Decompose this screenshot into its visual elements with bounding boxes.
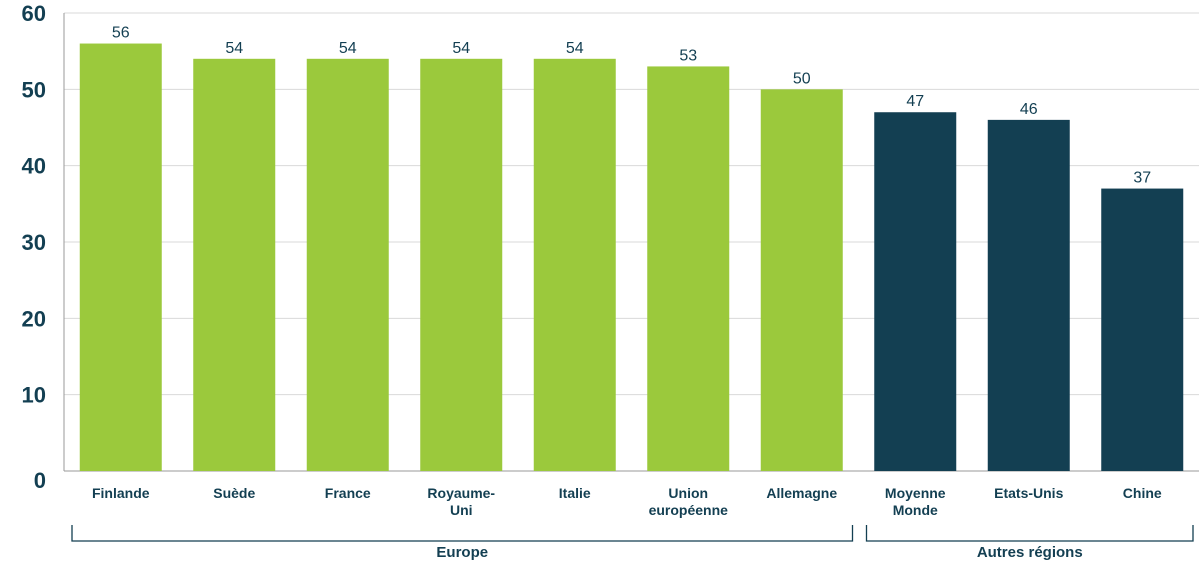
x-tick-label: France bbox=[325, 485, 371, 501]
group-bracket bbox=[71, 525, 854, 542]
data-label: 54 bbox=[225, 40, 243, 57]
group-bracket bbox=[865, 525, 1194, 542]
y-tick-label: 0 bbox=[34, 468, 46, 493]
bar bbox=[420, 58, 503, 472]
data-label: 54 bbox=[566, 40, 584, 57]
y-tick-label: 10 bbox=[22, 383, 46, 408]
y-tick-label: 40 bbox=[22, 154, 46, 179]
data-label: 46 bbox=[1020, 101, 1038, 118]
group-label: Autres régions bbox=[977, 544, 1083, 561]
x-tick-label: Italie bbox=[559, 485, 591, 501]
group-label: Europe bbox=[436, 544, 488, 561]
x-tick-label: Suède bbox=[213, 485, 255, 501]
data-label: 47 bbox=[906, 93, 924, 110]
data-label: 37 bbox=[1133, 170, 1151, 187]
x-axis: Finlande Suède France Royaume-Uni Italie Unio… bbox=[92, 485, 1162, 518]
bar bbox=[987, 119, 1070, 471]
x-tick-label: Finlande bbox=[92, 485, 150, 501]
data-labels: 56 54 54 54 54 53 50 47 46 37 bbox=[112, 25, 1151, 187]
bar bbox=[1101, 188, 1184, 472]
y-tick-label: 30 bbox=[22, 230, 46, 255]
bar bbox=[306, 58, 389, 472]
x-tick-label: Etats-Unis bbox=[994, 485, 1063, 501]
x-tick-label: Allemagne bbox=[766, 485, 837, 501]
y-axis: 0 10 20 30 40 50 60 bbox=[22, 1, 1199, 493]
y-tick-label: 50 bbox=[22, 77, 46, 102]
bar bbox=[533, 58, 616, 472]
data-label: 54 bbox=[452, 40, 470, 57]
bar bbox=[647, 66, 730, 471]
data-label: 50 bbox=[793, 70, 811, 87]
bars bbox=[79, 43, 1184, 472]
x-tick-label: Royaume-Uni bbox=[427, 485, 495, 518]
data-label: 56 bbox=[112, 25, 130, 42]
data-label: 54 bbox=[339, 40, 357, 57]
x-tick-label: Chine bbox=[1123, 485, 1162, 501]
group-brackets: Europe Autres régions bbox=[71, 525, 1194, 561]
y-tick-label: 60 bbox=[22, 1, 46, 26]
x-tick-label: Union européenne bbox=[649, 485, 729, 518]
bar bbox=[760, 89, 843, 471]
x-tick-label: Moyenne Monde bbox=[885, 485, 946, 518]
bar bbox=[874, 112, 957, 471]
bar bbox=[193, 58, 276, 472]
y-tick-label: 20 bbox=[22, 306, 46, 331]
bar bbox=[79, 43, 162, 472]
data-label: 53 bbox=[679, 47, 697, 64]
